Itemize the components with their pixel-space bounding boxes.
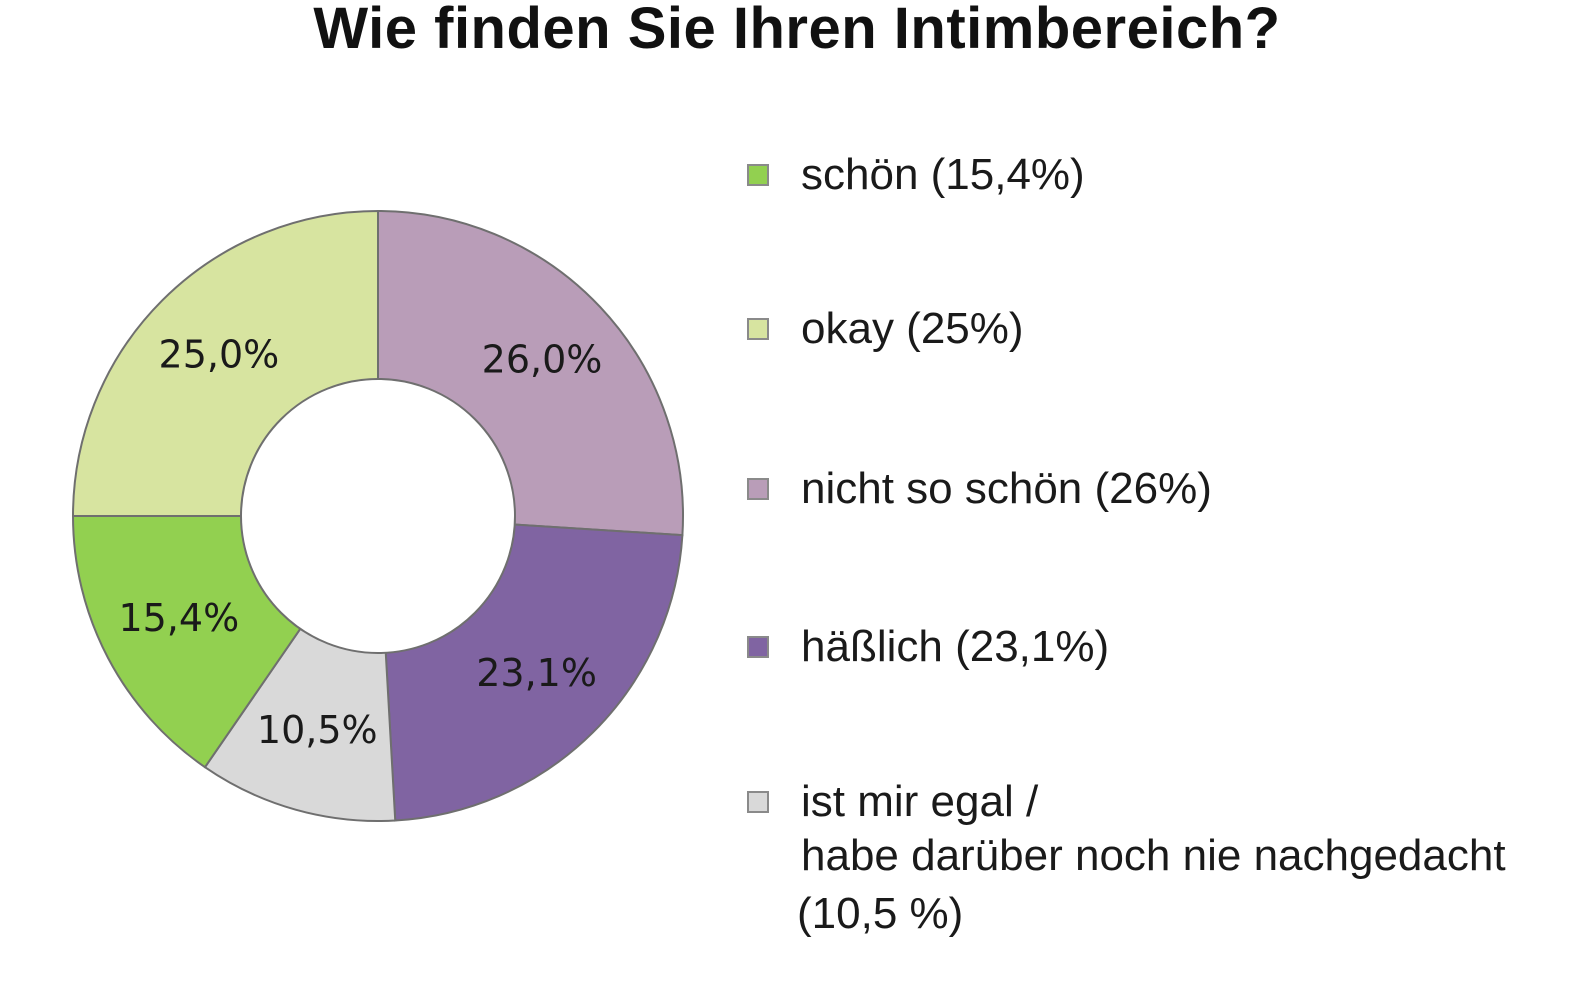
slice-data-label-1: 23,1% (476, 651, 597, 695)
donut-hole (240, 378, 516, 654)
slice-data-label-3: 15,4% (118, 596, 239, 640)
chart-title: Wie finden Sie Ihren Intimbereich? (313, 0, 1281, 61)
donut-chart: 26,0% 23,1% 10,5% 15,4% 25,0% (71, 209, 684, 822)
legend-swatch-4 (747, 791, 769, 813)
legend-label-2-line-0: nicht so schön (26%) (801, 464, 1212, 513)
legend-swatch-2 (747, 478, 769, 500)
legend-label-1-line-0: okay (25%) (801, 304, 1024, 353)
legend-label-4-line-2: (10,5 %) (797, 889, 964, 938)
legend-label-3-line-0: häßlich (23,1%) (801, 622, 1110, 671)
legend-label-4-line-1: habe darüber noch nie nachgedacht (801, 831, 1506, 880)
legend-swatch-3 (747, 636, 769, 658)
slice-data-label-4: 25,0% (159, 332, 280, 376)
legend-label-0-line-0: schön (15,4%) (801, 150, 1085, 199)
legend-label-4-line-0: ist mir egal / (801, 777, 1039, 826)
legend-swatch-1 (747, 318, 769, 340)
slice-data-label-2: 10,5% (257, 708, 378, 752)
legend-swatch-0 (747, 164, 769, 186)
chart-legend: schön (15,4%) okay (25%) nicht so schön (2… (745, 0, 1594, 986)
slice-data-label-0: 26,0% (482, 337, 603, 381)
